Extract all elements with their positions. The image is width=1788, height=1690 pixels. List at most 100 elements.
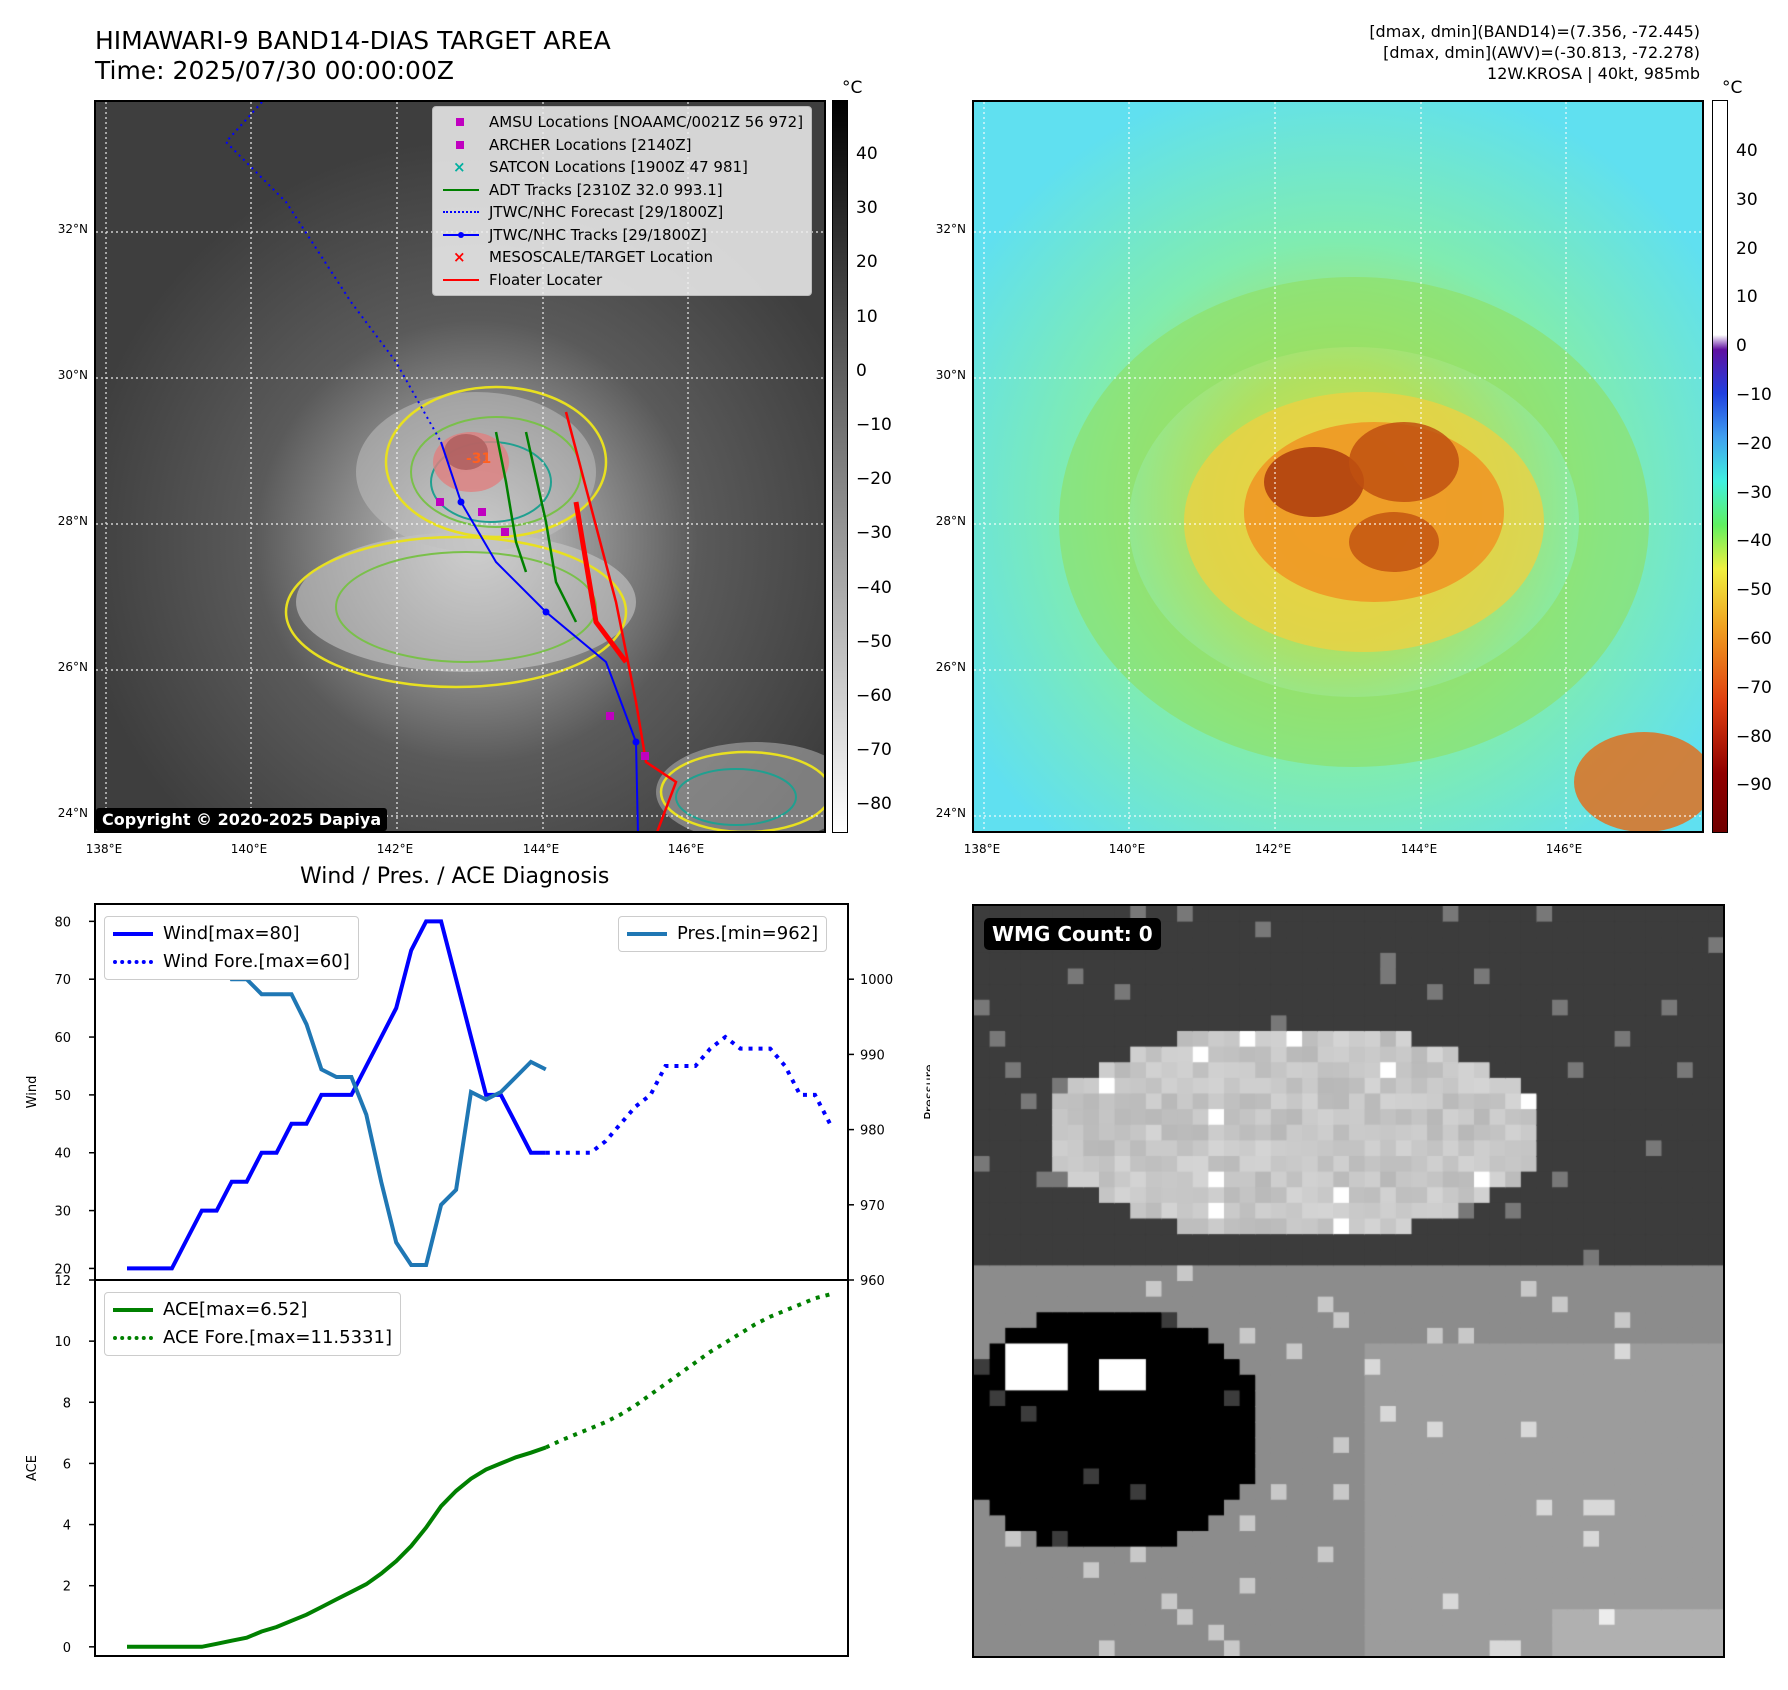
band14-grayscale-map: -31 AMSU Locations [NOAAMC/0021Z 56 972]…: [94, 100, 826, 833]
colorbar-right-tick: −60: [1736, 629, 1772, 649]
legend-symbol-icon: [441, 228, 481, 242]
series-line: [127, 1445, 547, 1649]
track-legend: AMSU Locations [NOAAMC/0021Z 56 972] ARCH…: [432, 106, 813, 296]
colorbar-right-tick: −50: [1736, 580, 1772, 601]
ace-axes: [94, 1279, 849, 1657]
colorbar-left-tick: 0: [856, 360, 867, 381]
y2-tick-label: 980: [860, 1124, 885, 1139]
y-tick-label: 60: [54, 1031, 71, 1046]
y2-tick-label: 990: [860, 1048, 885, 1063]
legend-label: SATCON Locations [1900Z 47 981]: [489, 158, 748, 176]
lat-label: 30°N: [935, 368, 966, 382]
colorbar-right-unit: °C: [1722, 78, 1743, 98]
lat-label: 32°N: [935, 222, 966, 236]
colorbar-right-tick: 0: [1736, 336, 1747, 357]
info-band14-range: [dmax, dmin](BAND14)=(7.356, -72.445): [1369, 22, 1700, 41]
y-tick-label: 80: [54, 915, 71, 930]
series-line: [127, 919, 546, 1271]
legend-item: × MESOSCALE/TARGET Location: [441, 246, 803, 269]
lon-label: 138°E: [85, 842, 123, 856]
lon-label: 146°E: [1545, 842, 1583, 856]
colorbar-left-unit: °C: [842, 78, 863, 98]
colorbar-left-tick: −50: [856, 631, 892, 652]
y-tick-label: 12: [54, 1274, 71, 1289]
wind-legend: Wind[max=80] Wind Fore.[max=60]: [104, 916, 359, 980]
y-tick-label: 40: [54, 1147, 71, 1162]
legend-label: Pres.[min=962]: [677, 923, 819, 944]
legend-symbol-icon: ×: [453, 248, 466, 267]
legend-item: JTWC/NHC Tracks [29/1800Z]: [441, 224, 803, 247]
legend-symbol-icon: ×: [453, 158, 466, 177]
colorbar-right-tick: −80: [1736, 726, 1772, 747]
colorbar-right-tick: −90: [1736, 775, 1772, 796]
colorbar-right-tick: 30: [1736, 189, 1758, 210]
y-tick-label: 8: [63, 1396, 71, 1411]
colorbar-right-tick: −30: [1736, 482, 1772, 503]
legend-label: MESOSCALE/TARGET Location: [489, 248, 714, 266]
wind-pres-ace-chart: 20 30 40 50 60 70 80 960 970 980 990 1000 0 2 4 6 8 10 12 W…: [25, 903, 930, 1657]
legend-symbol-icon: [441, 138, 481, 152]
colorbar-left-tick: 20: [856, 252, 878, 273]
legend-label: ACE Fore.[max=11.5331]: [163, 1327, 392, 1348]
wmg-pixel-map: WMG Count: 0: [972, 904, 1725, 1658]
colorbar-right-tick: −40: [1736, 531, 1772, 552]
colorbar-left-tick: −40: [856, 577, 892, 598]
awv-map-canvas: [974, 102, 1702, 831]
lat-label: 28°N: [57, 514, 88, 528]
y-tick-label: 0: [63, 1641, 71, 1656]
lon-label: 146°E: [667, 842, 705, 856]
lat-label: 28°N: [935, 514, 966, 528]
y2-tick-label: 960: [860, 1274, 885, 1289]
legend-symbol-icon: [441, 273, 481, 287]
diag-title: Wind / Pres. / ACE Diagnosis: [300, 864, 610, 889]
legend-item: Wind Fore.[max=60]: [113, 948, 350, 976]
lat-label: 32°N: [57, 222, 88, 236]
colorbar-left-tick: 30: [856, 198, 878, 219]
legend-line-icon: [627, 932, 667, 936]
legend-item: JTWC/NHC Forecast [29/1800Z]: [441, 201, 803, 224]
awv-color-map: [972, 100, 1704, 833]
lon-label: 144°E: [522, 842, 560, 856]
colorbar-right-tick: 40: [1736, 141, 1758, 161]
ace-axis-label: ACE: [25, 1455, 40, 1481]
info-awv-range: [dmax, dmin](AWV)=(-30.813, -72.278): [1383, 43, 1700, 62]
legend-symbol-icon: [441, 205, 481, 219]
lon-label: 140°E: [1108, 842, 1146, 856]
legend-label: Wind[max=80]: [163, 923, 300, 944]
pressure-axis-label: Pressure: [923, 1064, 930, 1120]
legend-symbol-icon: [441, 115, 481, 129]
legend-item: ADT Tracks [2310Z 32.0 993.1]: [441, 179, 803, 202]
series-line: [545, 1034, 832, 1155]
y-tick-label: 50: [54, 1089, 71, 1104]
lon-label: 138°E: [963, 842, 1001, 856]
lat-label: 30°N: [57, 368, 88, 382]
legend-label: ARCHER Locations [2140Z]: [489, 135, 692, 154]
colorbar-right-tick: −20: [1736, 433, 1772, 454]
legend-label: Floater Locater: [489, 270, 603, 289]
colorbar-right: [1712, 100, 1728, 833]
legend-label: ACE[max=6.52]: [163, 1299, 308, 1320]
lon-label: 142°E: [376, 842, 414, 856]
copyright-badge: Copyright © 2020-2025 Dapiya: [96, 808, 388, 831]
legend-line-icon: [113, 932, 153, 936]
legend-label: JTWC/NHC Forecast [29/1800Z]: [489, 203, 724, 221]
lon-label: 140°E: [230, 842, 268, 856]
legend-item: × SATCON Locations [1900Z 47 981]: [441, 156, 803, 179]
y-tick-label: 20: [54, 1262, 71, 1277]
colorbar-left-tick: −70: [856, 740, 892, 761]
lat-label: 24°N: [935, 806, 966, 820]
y-tick-label: 6: [63, 1457, 71, 1472]
y-tick-label: 70: [54, 973, 71, 988]
lat-label: 26°N: [935, 660, 966, 674]
y-tick-label: 10: [54, 1335, 71, 1350]
wmg-count-badge: WMG Count: 0: [984, 918, 1161, 950]
ace-legend: ACE[max=6.52] ACE Fore.[max=11.5331]: [104, 1292, 401, 1356]
legend-line-icon: [113, 1308, 153, 1312]
pres-legend: Pres.[min=962]: [618, 916, 828, 952]
wmg-canvas: [974, 906, 1723, 1656]
y-tick-label: 30: [54, 1205, 71, 1220]
wind-axis-label: Wind: [25, 1076, 40, 1109]
legend-label: ADT Tracks [2310Z 32.0 993.1]: [489, 180, 723, 199]
legend-line-icon: [113, 1336, 153, 1340]
legend-label: JTWC/NHC Tracks [29/1800Z]: [489, 225, 707, 244]
